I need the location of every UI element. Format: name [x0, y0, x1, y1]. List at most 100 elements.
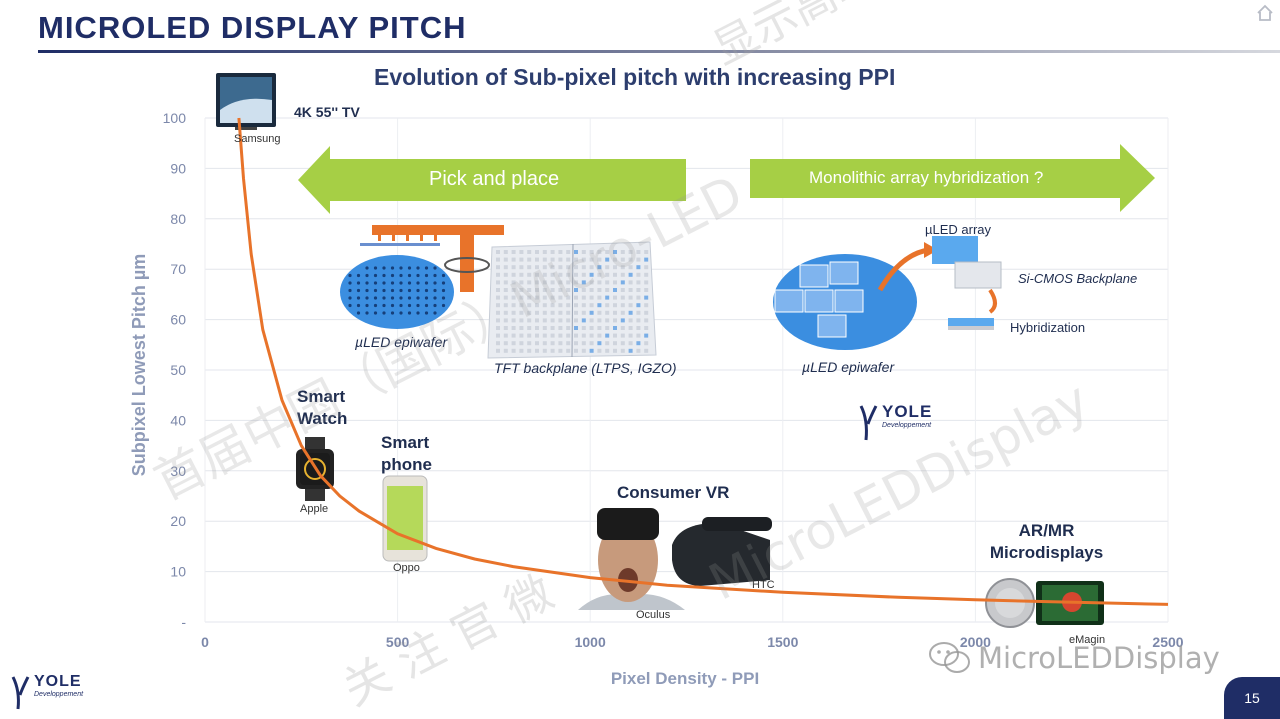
- wafer-dot: [348, 281, 352, 285]
- tft-cell: [605, 272, 610, 277]
- wafer-dot: [441, 273, 446, 278]
- y-tick-label: 70: [170, 261, 186, 277]
- tft-cell: [511, 326, 516, 330]
- tft-cell: [558, 341, 563, 346]
- tft-cell: [496, 333, 500, 338]
- tft-cell: [589, 348, 594, 353]
- tft-cell: [519, 295, 524, 300]
- wafer-dot: [416, 273, 420, 278]
- wafer-dot: [348, 273, 352, 278]
- tft-cell: [527, 295, 532, 300]
- wafer-dot: [441, 296, 446, 300]
- y-tick-label: 90: [170, 160, 186, 176]
- tft-cell: [636, 250, 641, 254]
- tft-cell: [597, 288, 602, 292]
- tft-cell: [535, 250, 539, 254]
- x-tick-label: 1500: [767, 634, 798, 650]
- wafer-dot: [365, 311, 369, 315]
- tft-cell: [574, 265, 578, 270]
- wafer-dot: [433, 266, 437, 270]
- tft-cell: [597, 303, 602, 308]
- tft-cell: [527, 250, 532, 254]
- tft-cell: [566, 272, 571, 277]
- tft-cell: [574, 303, 578, 308]
- tft-cell: [581, 341, 586, 346]
- wafer-dot: [399, 296, 403, 300]
- wafer-dot: [348, 288, 352, 293]
- tft-cell: [644, 341, 649, 346]
- wafer-dot: [382, 296, 386, 300]
- wafer-dot: [416, 281, 420, 285]
- tft-cell: [597, 295, 602, 300]
- wafer-dot: [407, 303, 412, 308]
- tft-cell: [550, 288, 555, 292]
- tft-cell: [581, 265, 586, 270]
- tft-cell: [628, 272, 633, 277]
- tft-cell: [620, 333, 625, 338]
- tft-cell: [511, 288, 516, 292]
- tft-cell: [605, 265, 610, 270]
- tft-cell: [605, 326, 610, 330]
- tft-cell: [566, 265, 571, 270]
- htc-headset-image: [672, 517, 772, 586]
- tft-cell: [511, 303, 516, 308]
- wafer-dot: [356, 303, 361, 308]
- wafer-dot: [373, 303, 378, 308]
- tft-cell: [620, 341, 625, 346]
- tft-cell: [566, 310, 571, 315]
- tft-cell: [503, 348, 508, 353]
- wechat-watermark: MicroLEDDisplay: [928, 638, 1220, 678]
- tft-cell: [558, 265, 563, 270]
- tft-cell: [628, 341, 633, 346]
- tft-cell: [566, 326, 571, 330]
- wechat-text: MicroLEDDisplay: [978, 641, 1220, 675]
- tft-cell: [628, 288, 633, 292]
- tft-cell: [628, 257, 633, 262]
- hybridization-label: Hybridization: [1010, 320, 1086, 335]
- tft-cell: [597, 326, 602, 330]
- tft-cell: [550, 333, 555, 338]
- tft-cell: [535, 272, 539, 277]
- tft-cell: [542, 333, 547, 338]
- tft-cell: [613, 295, 617, 300]
- y-tick-label: 20: [170, 513, 186, 529]
- tft-cell: [542, 295, 547, 300]
- home-icon[interactable]: [1256, 4, 1274, 22]
- tft-cell: [496, 303, 500, 308]
- tft-cell: [644, 333, 649, 338]
- tft-cell: [589, 326, 594, 330]
- yole-sub-bottom: Developpement: [34, 691, 84, 698]
- wafer-dot: [390, 311, 395, 315]
- tft-cell: [503, 272, 508, 277]
- wafer-dot: [365, 281, 369, 285]
- tft-cell: [597, 257, 602, 262]
- wafer-dot: [424, 303, 429, 308]
- tft-cell: [613, 265, 617, 270]
- tft-cell: [636, 295, 641, 300]
- cmos-backplane-label: Si-CMOS Backplane: [1018, 271, 1138, 286]
- tft-cell: [581, 318, 586, 323]
- tft-cell: [628, 250, 633, 254]
- tft-cell: [636, 257, 641, 262]
- tft-cell: [527, 303, 532, 308]
- tft-cell: [581, 295, 586, 300]
- label-smart-phone: Smart phone: [381, 433, 432, 474]
- wafer-dot: [424, 266, 429, 270]
- tft-cell: [535, 288, 539, 292]
- wafer-dot: [399, 266, 403, 270]
- tft-cell: [574, 341, 578, 346]
- tft-backplane-image: [487, 241, 657, 359]
- tft-cell: [527, 318, 532, 323]
- tft-cell: [566, 295, 571, 300]
- y-tick-label: 40: [170, 412, 186, 428]
- tft-cell: [558, 257, 563, 262]
- wafer-dot: [407, 273, 412, 278]
- tft-cell: [542, 288, 547, 292]
- tft-cell: [636, 303, 641, 308]
- wafer-dot: [399, 273, 403, 278]
- wafer-dot: [407, 281, 412, 285]
- tft-cell: [566, 333, 571, 338]
- tft-cell: [535, 310, 539, 315]
- tft-cell: [535, 265, 539, 270]
